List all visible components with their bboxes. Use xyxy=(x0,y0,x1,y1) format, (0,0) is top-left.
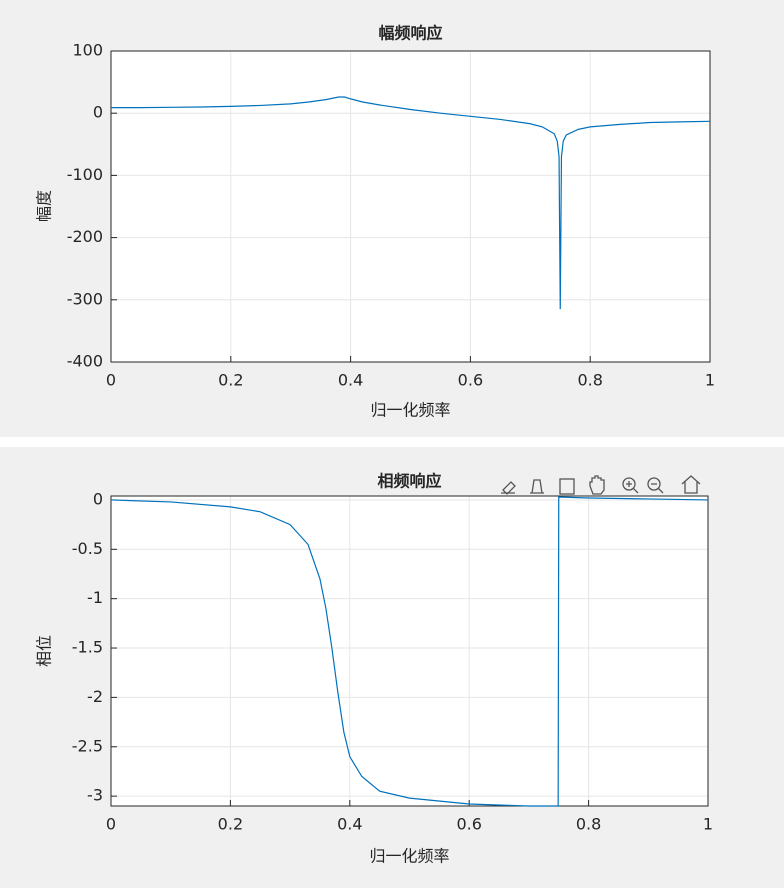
toolbar-icon[interactable] xyxy=(622,477,636,491)
toolbar-icon[interactable] xyxy=(681,475,701,494)
y-tick-label: -2 xyxy=(87,687,103,706)
y-tick-label: -2.5 xyxy=(72,736,103,755)
y-tick-label: 0 xyxy=(93,103,103,122)
x-axis-label: 归一化频率 xyxy=(369,847,449,866)
y-axis-label: 相位 xyxy=(35,635,54,667)
x-tick-label: 0.6 xyxy=(458,371,483,390)
y-tick-label: -300 xyxy=(67,289,103,308)
chart-title: 幅频响应 xyxy=(378,24,442,43)
x-tick-label: 0.6 xyxy=(456,815,481,834)
y-tick-label: -0.5 xyxy=(72,539,103,558)
x-tick-label: 0.4 xyxy=(338,371,363,390)
x-tick-label: 0 xyxy=(106,815,116,834)
axes-box xyxy=(110,50,711,363)
y-tick-label: -200 xyxy=(67,227,103,246)
x-tick-label: 0.8 xyxy=(576,815,601,834)
y-axis-label: 幅度 xyxy=(35,190,54,222)
plot-area xyxy=(111,496,708,806)
x-tick-label: 0.2 xyxy=(218,815,243,834)
toolbar-icon[interactable] xyxy=(530,479,544,494)
axes-toolbar[interactable] xyxy=(501,475,701,495)
y-tick-label: 0 xyxy=(93,489,103,508)
plot-area xyxy=(111,51,710,362)
toolbar-icon[interactable] xyxy=(559,478,575,495)
y-tick-label: -1 xyxy=(87,588,103,607)
y-tick-label: -3 xyxy=(87,786,103,805)
x-tick-label: 0.2 xyxy=(218,371,243,390)
toolbar-icon[interactable] xyxy=(589,475,605,495)
x-tick-label: 0 xyxy=(106,371,116,390)
x-axis-label: 归一化频率 xyxy=(370,401,450,420)
series-line xyxy=(110,496,709,807)
toolbar-icon[interactable] xyxy=(501,481,516,495)
x-tick-label: 0.8 xyxy=(577,371,602,390)
y-tick-label: -100 xyxy=(67,165,103,184)
x-tick-label: 1 xyxy=(705,371,715,390)
x-tick-label: 0.4 xyxy=(337,815,362,834)
x-tick-label: 1 xyxy=(703,815,713,834)
toolbar-icon[interactable] xyxy=(647,477,661,491)
chart-title: 相频响应 xyxy=(377,472,441,491)
y-tick-label: -1.5 xyxy=(72,638,103,657)
series-line xyxy=(111,96,711,310)
axes-box xyxy=(110,495,709,807)
y-tick-label: -400 xyxy=(67,352,103,371)
y-tick-label: 100 xyxy=(72,41,103,60)
